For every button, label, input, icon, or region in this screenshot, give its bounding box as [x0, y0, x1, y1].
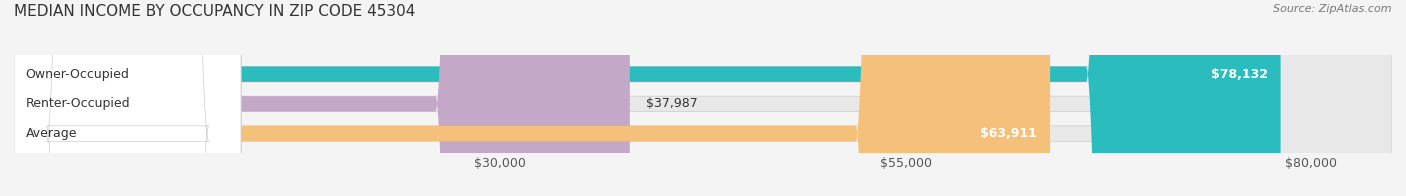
Text: $63,911: $63,911 — [980, 127, 1038, 140]
Text: Average: Average — [25, 127, 77, 140]
Text: MEDIAN INCOME BY OCCUPANCY IN ZIP CODE 45304: MEDIAN INCOME BY OCCUPANCY IN ZIP CODE 4… — [14, 4, 415, 19]
FancyBboxPatch shape — [14, 0, 1050, 196]
FancyBboxPatch shape — [14, 0, 240, 196]
Text: Source: ZipAtlas.com: Source: ZipAtlas.com — [1274, 4, 1392, 14]
FancyBboxPatch shape — [14, 0, 240, 196]
FancyBboxPatch shape — [14, 0, 630, 196]
FancyBboxPatch shape — [14, 0, 1392, 196]
Text: $78,132: $78,132 — [1211, 68, 1268, 81]
Text: Owner-Occupied: Owner-Occupied — [25, 68, 129, 81]
FancyBboxPatch shape — [14, 0, 1392, 196]
FancyBboxPatch shape — [14, 0, 1392, 196]
FancyBboxPatch shape — [14, 0, 1281, 196]
FancyBboxPatch shape — [14, 0, 240, 196]
Text: $37,987: $37,987 — [645, 97, 697, 110]
Text: Renter-Occupied: Renter-Occupied — [25, 97, 129, 110]
